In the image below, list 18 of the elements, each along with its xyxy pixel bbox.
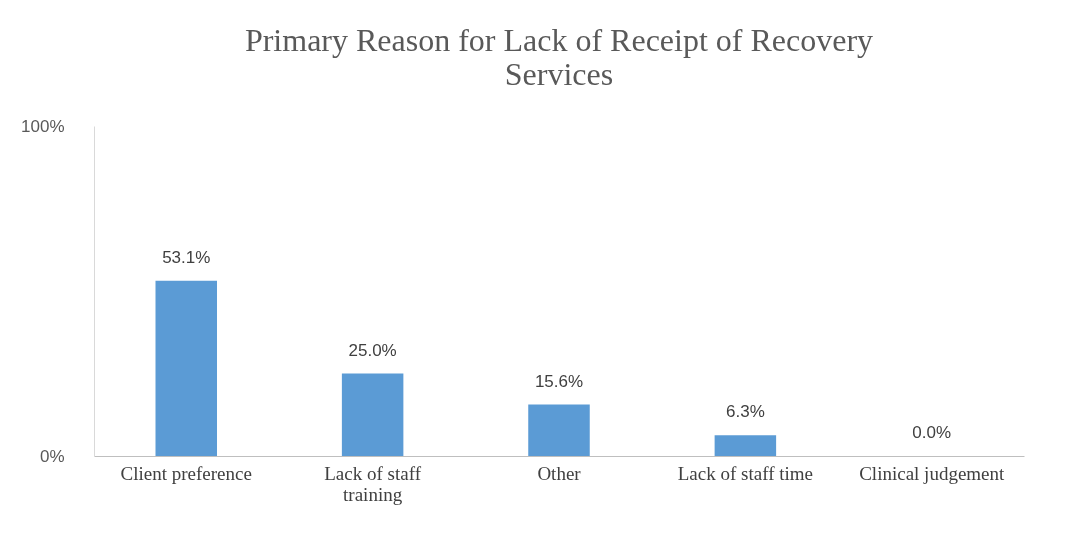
bar	[341, 373, 404, 456]
x-tick-label: Client preference	[120, 462, 252, 484]
data-label: 15.6%	[534, 371, 584, 391]
bar	[155, 280, 218, 456]
y-tick-label: 100%	[21, 116, 65, 136]
x-tick-label: Clinical judgement	[859, 462, 1006, 484]
x-tick-label: Other	[537, 462, 582, 484]
data-label: 6.3%	[726, 402, 765, 422]
data-label: 53.1%	[162, 247, 211, 267]
data-label: 0.0%	[912, 423, 952, 442]
bar	[528, 404, 590, 456]
data-label: 25.0%	[348, 340, 397, 360]
bar	[714, 435, 777, 456]
x-tick-label: Lack of staff training	[324, 462, 422, 505]
text: Services	[504, 56, 614, 92]
x-tick-label: Lack of staff time	[677, 462, 813, 484]
y-tick-label: 0%	[39, 446, 65, 466]
text: Primary Reason for Lack of Receipt of Recovery	[244, 22, 874, 58]
